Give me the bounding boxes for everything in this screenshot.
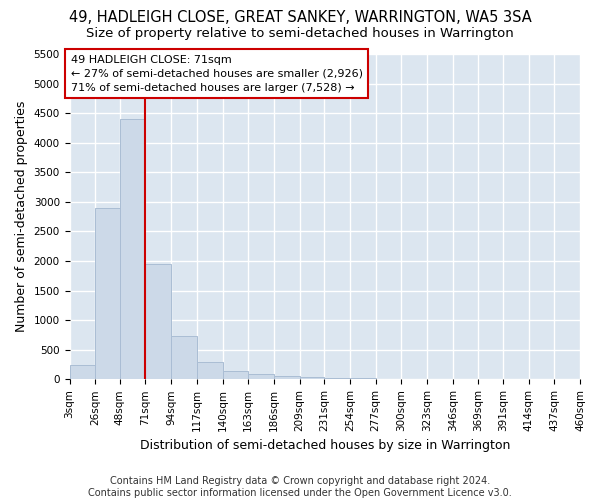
Bar (350, 378, 376, 380)
Y-axis label: Number of semi-detached properties: Number of semi-detached properties (15, 101, 28, 332)
Bar (145, 264, 171, 380)
Bar (197, 362, 223, 380)
Bar (223, 371, 248, 380)
Bar (95, 208, 120, 380)
Bar (248, 374, 274, 380)
Text: Size of property relative to semi-detached houses in Warrington: Size of property relative to semi-detach… (86, 28, 514, 40)
Text: Contains HM Land Registry data © Crown copyright and database right 2024.
Contai: Contains HM Land Registry data © Crown c… (88, 476, 512, 498)
Bar (299, 377, 324, 380)
Bar (120, 119, 145, 380)
Bar (171, 336, 197, 380)
Bar (70, 365, 95, 380)
X-axis label: Distribution of semi-detached houses by size in Warrington: Distribution of semi-detached houses by … (140, 440, 510, 452)
Text: 49 HADLEIGH CLOSE: 71sqm
← 27% of semi-detached houses are smaller (2,926)
71% o: 49 HADLEIGH CLOSE: 71sqm ← 27% of semi-d… (71, 54, 362, 92)
Bar (324, 378, 350, 380)
Text: 49, HADLEIGH CLOSE, GREAT SANKEY, WARRINGTON, WA5 3SA: 49, HADLEIGH CLOSE, GREAT SANKEY, WARRIN… (68, 10, 532, 25)
Bar (274, 376, 299, 380)
